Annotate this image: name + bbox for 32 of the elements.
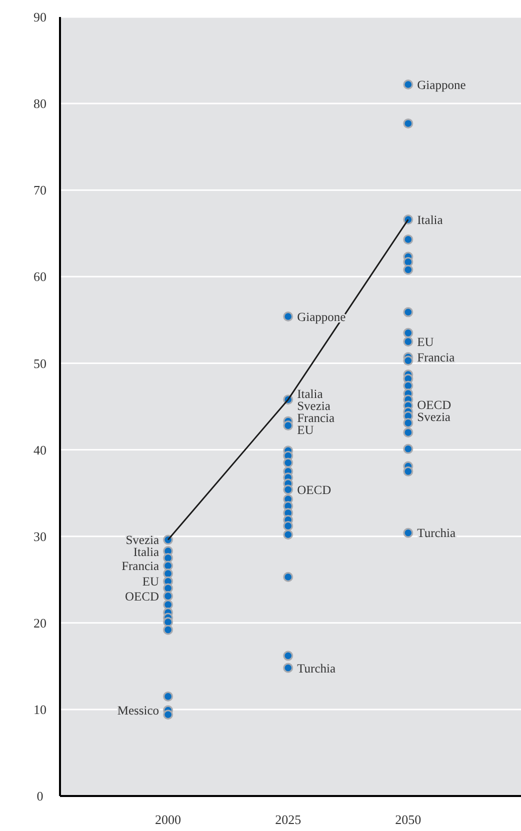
y-tick-label: 20 bbox=[34, 615, 46, 630]
y-tick-label: 80 bbox=[34, 96, 46, 112]
y-tick-label: 70 bbox=[34, 182, 46, 198]
x-tick-label: 2000 bbox=[155, 812, 182, 827]
annotation: Svezia bbox=[297, 398, 331, 413]
annotation: Giappone bbox=[417, 78, 466, 92]
annotation: Messico bbox=[117, 704, 160, 718]
annotation: Italia bbox=[417, 212, 444, 227]
x-tick-label: 2050 bbox=[395, 812, 422, 827]
annotation: EU bbox=[297, 422, 314, 437]
x-tick-label: 2025 bbox=[275, 812, 302, 827]
annotation: Svezia bbox=[417, 410, 451, 424]
annotation: Turchia bbox=[417, 526, 456, 540]
y-tick-label: 10 bbox=[34, 702, 46, 717]
y-tick-label: 60 bbox=[34, 269, 46, 284]
annotation: EU bbox=[142, 574, 160, 589]
annotation: OECD bbox=[297, 482, 332, 497]
y-tick-label: 0 bbox=[36, 788, 44, 804]
annotation: Francia bbox=[297, 410, 336, 425]
annotation: Italia bbox=[133, 544, 160, 559]
annotation: Turchia bbox=[297, 661, 336, 676]
annotation: Svezia bbox=[126, 532, 160, 547]
annotation: Francia bbox=[417, 350, 456, 365]
annotation: OECD bbox=[125, 589, 160, 604]
annotation: Francia bbox=[122, 559, 160, 574]
annotation: EU bbox=[417, 334, 434, 349]
y-tick-label: 50 bbox=[34, 356, 46, 371]
y-tick-label: 40 bbox=[34, 442, 46, 458]
y-tick-label: 90 bbox=[34, 10, 46, 25]
annotation: Italia bbox=[297, 386, 324, 401]
annotation: OECD bbox=[417, 398, 452, 412]
y-tick-label: 30 bbox=[34, 528, 46, 544]
